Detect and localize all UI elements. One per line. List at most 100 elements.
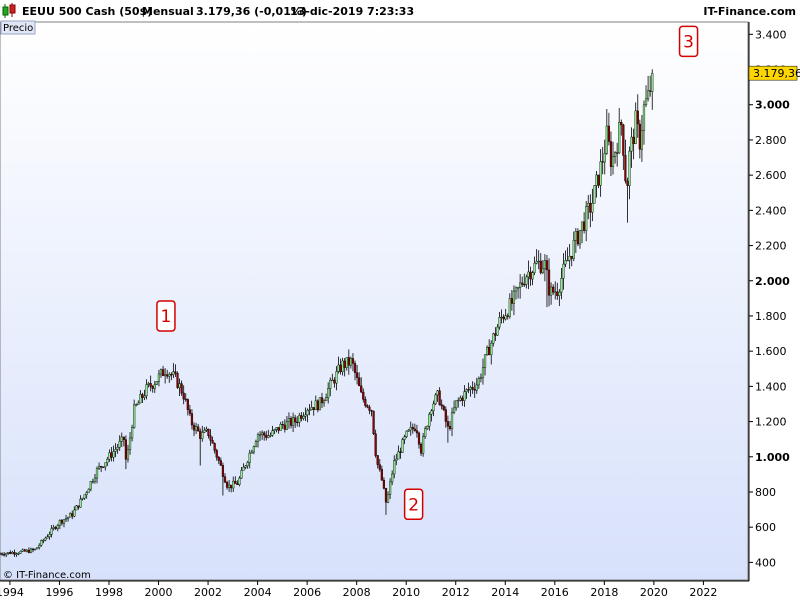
candle-body [374, 433, 377, 456]
candle-body [215, 450, 218, 458]
candle-body [281, 423, 284, 426]
candle-body [116, 447, 119, 450]
candle-body [0, 553, 4, 555]
candle-body [620, 122, 623, 126]
candle-body [294, 417, 297, 423]
header-instrument: EEUU 500 Cash (50$) [22, 5, 152, 18]
candle-body [155, 381, 158, 385]
candle-body [370, 410, 373, 412]
candle-body [541, 268, 544, 273]
candle-body [422, 436, 425, 454]
candle-body [537, 260, 540, 263]
candle-body [36, 547, 39, 550]
candle-body [558, 291, 561, 296]
candle-body [329, 379, 332, 389]
x-tick-label: 2020 [640, 586, 668, 599]
candle-body [516, 287, 520, 289]
candle-body [386, 494, 390, 503]
candle-body [38, 545, 41, 548]
candle-body [510, 298, 513, 304]
candle-body [430, 410, 433, 415]
candle-body [570, 255, 573, 259]
candle-body [549, 286, 553, 296]
candle-body [647, 90, 650, 100]
candle-body [29, 548, 33, 553]
candle-body [568, 255, 571, 261]
candle-body [508, 298, 511, 317]
candle-body [182, 392, 185, 400]
candle-body [23, 549, 26, 552]
header-last-quote: 3.179,36 (-0,01%) [196, 5, 307, 18]
candle-body [108, 452, 111, 460]
candle-body [500, 316, 503, 319]
candle-body [308, 409, 311, 411]
candle-body [244, 465, 247, 468]
candle-body [469, 387, 472, 390]
candle-body [364, 399, 367, 406]
x-tick-label: 2008 [343, 586, 371, 599]
candle-body [164, 374, 167, 376]
candle-body [564, 260, 567, 265]
candle-body [415, 430, 419, 434]
candle-body [391, 473, 394, 483]
candle-body [599, 161, 602, 186]
candle-body [54, 526, 57, 529]
plot-area[interactable] [0, 21, 749, 581]
candle-body [112, 451, 115, 458]
y-tick-label: 600 [755, 521, 776, 534]
candle-body [628, 150, 631, 186]
x-tick-label: 1998 [95, 586, 123, 599]
candle-body [201, 432, 204, 439]
annotation-box [156, 300, 176, 332]
candle-body [446, 421, 449, 427]
candle-body [110, 452, 113, 458]
candle-body [166, 374, 169, 377]
y-tick-label: 3.000 [755, 99, 790, 112]
candle-body [523, 284, 526, 286]
candle-body [128, 437, 132, 451]
candle-body [514, 287, 518, 292]
x-tick-label: 2022 [689, 586, 717, 599]
candle-body [40, 540, 43, 546]
x-tick-label: 2012 [442, 586, 470, 599]
candle-body [170, 374, 173, 376]
candle-body [479, 377, 483, 379]
candle-body [562, 263, 565, 279]
x-tick-label: 1996 [45, 586, 73, 599]
candle-body [351, 358, 355, 364]
candle-body [265, 434, 268, 438]
candle-body [137, 402, 140, 405]
annotation-label: 2 [408, 495, 419, 515]
annotation-label: 3 [683, 32, 694, 52]
candle-body [339, 364, 342, 372]
candle-body [250, 451, 253, 454]
x-tick-label: 2018 [590, 586, 618, 599]
candle-body [552, 286, 555, 293]
header-brand[interactable]: IT-Finance.com [703, 5, 796, 18]
candle-body [56, 525, 59, 529]
candle-body [207, 428, 210, 437]
candle-body [157, 373, 161, 382]
candle-body [234, 480, 237, 484]
candle-body [483, 354, 487, 368]
candle-body [616, 152, 619, 154]
candle-body [335, 371, 338, 384]
candle-body [574, 231, 577, 241]
candle-body [143, 395, 146, 398]
candle-body [33, 548, 37, 551]
candle-body [333, 379, 336, 384]
candle-body [79, 498, 82, 508]
candle-body [368, 406, 371, 411]
candle-body [149, 383, 152, 387]
candle-body [452, 407, 456, 413]
candle-body [589, 202, 592, 213]
header-period: Mensual [142, 5, 194, 18]
x-tick-label: 2002 [194, 586, 222, 599]
candle-body [502, 316, 505, 320]
y-tick-label: 800 [755, 486, 776, 499]
candle-body [496, 326, 499, 336]
candle-body [298, 415, 301, 423]
candle-body [9, 552, 12, 554]
candle-body [267, 435, 270, 438]
candle-body [199, 430, 202, 439]
